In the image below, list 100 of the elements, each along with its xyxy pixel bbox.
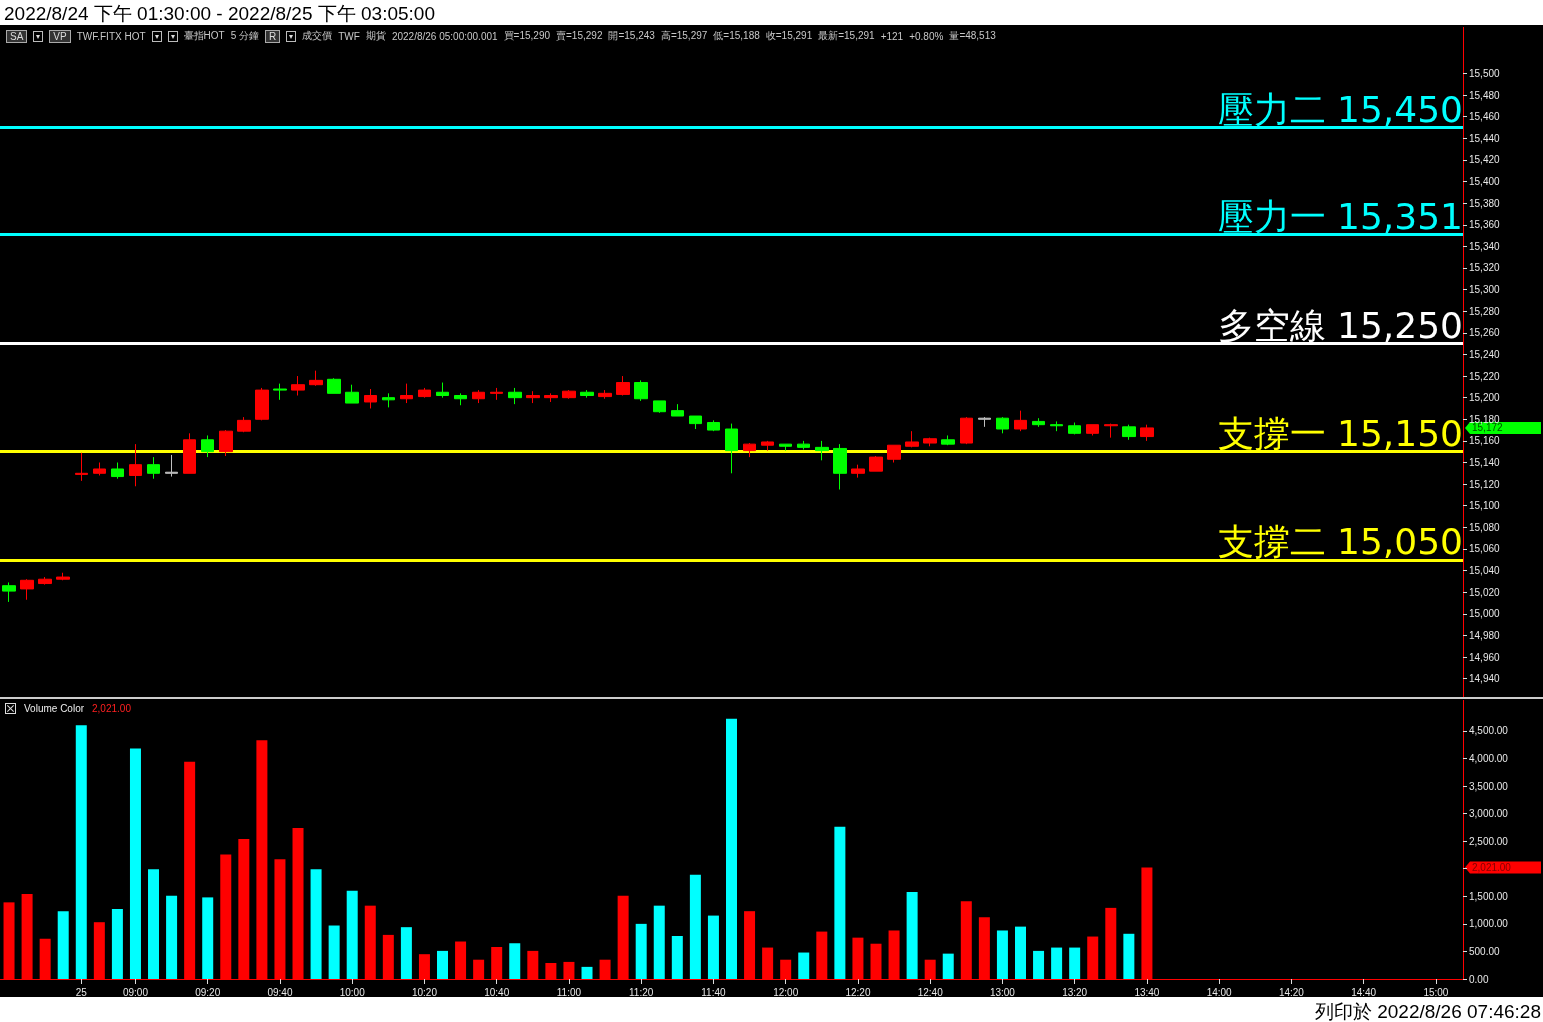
candlestick bbox=[273, 383, 287, 401]
y-tick-label: 4,500.00 bbox=[1469, 725, 1509, 737]
candlestick bbox=[129, 443, 142, 487]
ref-line-label: 多空線 15,250 bbox=[1217, 305, 1463, 347]
candlestick bbox=[996, 416, 1009, 434]
candlestick bbox=[634, 379, 648, 402]
candlestick bbox=[472, 389, 485, 404]
annotation: +0.80% bbox=[909, 30, 944, 42]
bar bbox=[509, 943, 521, 979]
candlestick bbox=[93, 462, 106, 476]
candlestick bbox=[725, 423, 738, 474]
candlestick bbox=[978, 416, 991, 428]
annotation: 臺指HOT bbox=[183, 29, 225, 43]
candlestick bbox=[887, 444, 901, 463]
x-tick-label: 10:00 bbox=[339, 986, 366, 998]
bar bbox=[707, 915, 719, 979]
candlestick bbox=[779, 443, 792, 452]
x-tick-label: 09:00 bbox=[122, 986, 149, 998]
bar bbox=[400, 927, 412, 979]
bar bbox=[202, 897, 214, 979]
y-tick-label: 15,160 bbox=[1469, 435, 1501, 447]
y-tick-label: 14,960 bbox=[1469, 651, 1501, 663]
candlestick bbox=[20, 578, 34, 601]
candlestick bbox=[219, 429, 233, 457]
bar bbox=[111, 908, 123, 979]
y-tick-label: 15,420 bbox=[1469, 154, 1501, 166]
y-tick-label: 15,180 bbox=[1469, 413, 1501, 425]
y-tick-label: 15,140 bbox=[1469, 457, 1501, 468]
candlestick bbox=[851, 464, 865, 479]
candlestick bbox=[183, 432, 196, 474]
x-tick-label: 15:00 bbox=[1423, 986, 1449, 998]
bar bbox=[653, 905, 665, 979]
candlestick bbox=[436, 382, 449, 399]
x-tick-label: 14:20 bbox=[1278, 986, 1305, 998]
candlestick bbox=[743, 442, 756, 458]
chart-subtitle: 2,021.00 bbox=[92, 703, 131, 714]
y-tick-label: 1,500.00 bbox=[1469, 890, 1509, 902]
candlestick bbox=[923, 437, 937, 447]
candlestick bbox=[1014, 410, 1027, 432]
bar bbox=[942, 953, 954, 979]
candlestick bbox=[1050, 420, 1063, 432]
candlestick bbox=[761, 440, 774, 452]
annotation: 低=15,188 bbox=[713, 29, 760, 43]
bar bbox=[1051, 947, 1063, 979]
bar bbox=[906, 891, 918, 979]
y-tick-label: 15,360 bbox=[1469, 219, 1501, 231]
candlestick bbox=[797, 440, 810, 451]
x-tick-label: 11:40 bbox=[701, 986, 727, 998]
bar bbox=[581, 966, 593, 979]
y-tick-label: 15,460 bbox=[1469, 111, 1501, 123]
annotation: 賣=15,292 bbox=[556, 29, 603, 43]
bar bbox=[689, 874, 701, 979]
candlestick bbox=[147, 456, 160, 480]
y-tick-label: 15,080 bbox=[1469, 521, 1501, 533]
candlestick bbox=[869, 455, 883, 472]
text: 列印於 2022/8/26 07:46:28 bbox=[1314, 1000, 1541, 1022]
bar bbox=[166, 895, 178, 979]
x-tick-label: 13:40 bbox=[1134, 986, 1160, 998]
candlestick bbox=[671, 403, 684, 417]
x-tick-label: 14:00 bbox=[1206, 986, 1233, 998]
y-tick-label: 15,320 bbox=[1469, 262, 1501, 274]
y-tick-label: 15,400 bbox=[1469, 176, 1501, 188]
bar bbox=[129, 748, 141, 979]
candlestick bbox=[38, 576, 52, 586]
candlestick bbox=[508, 387, 522, 405]
annotation: 成交價 bbox=[302, 29, 333, 43]
y-tick-label: 15,120 bbox=[1469, 478, 1501, 490]
candlestick bbox=[833, 443, 847, 491]
y-tick-label: 15,000 bbox=[1469, 608, 1501, 620]
candlestick bbox=[345, 384, 359, 404]
candlestick bbox=[598, 389, 612, 400]
annotation: 高=15,297 bbox=[660, 29, 708, 43]
bar bbox=[437, 950, 449, 979]
candlestick bbox=[562, 389, 576, 400]
bar bbox=[798, 952, 810, 979]
candlestick bbox=[255, 387, 269, 421]
y-tick-label: 15,260 bbox=[1469, 327, 1501, 339]
ref-line-label: 壓力一 15,351 bbox=[1217, 195, 1463, 237]
annotation: 期貨 bbox=[365, 29, 386, 43]
y-tick-label: 15,500 bbox=[1469, 67, 1501, 79]
y-tick-label: 15,020 bbox=[1469, 586, 1501, 598]
candlestick bbox=[237, 416, 251, 433]
candlestick bbox=[707, 419, 720, 432]
annotation: 量=48,513 bbox=[949, 29, 996, 43]
x-tick-label: 14:40 bbox=[1351, 986, 1377, 998]
y-tick-label: 15,240 bbox=[1469, 348, 1501, 360]
x-tick-label: 11:20 bbox=[629, 986, 654, 998]
y-tick-label: 0.00 bbox=[1469, 973, 1489, 985]
y-tick-label: 15,340 bbox=[1469, 240, 1501, 252]
x-tick-label: 09:40 bbox=[267, 986, 293, 998]
candlestick bbox=[941, 434, 955, 446]
annotation: 買=15,290 bbox=[503, 29, 551, 43]
x-tick-label: 13:20 bbox=[1062, 986, 1088, 998]
x-tick-label: 12:40 bbox=[917, 986, 944, 998]
x-tick-label: 12:20 bbox=[845, 986, 871, 998]
candlestick bbox=[309, 370, 323, 387]
y-tick-label: 15,200 bbox=[1469, 392, 1501, 404]
candlestick bbox=[364, 388, 377, 409]
y-tick-label: 15,300 bbox=[1469, 284, 1501, 296]
annotation: SA bbox=[6, 29, 28, 43]
